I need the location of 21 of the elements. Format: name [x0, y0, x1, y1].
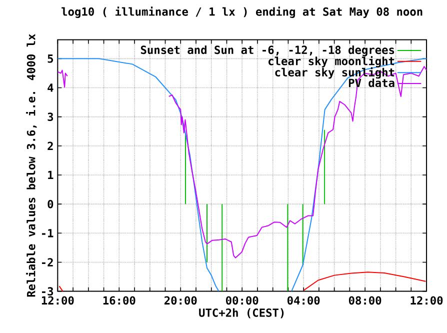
y-tick-label: -3 [42, 287, 54, 296]
y-tick-label: -1 [42, 229, 54, 238]
x-tick-label: 16:00 [103, 296, 136, 305]
x-tick-label: 00:00 [226, 296, 258, 305]
y-tick-label: 2 [48, 142, 53, 150]
y-tick-label: 0 [48, 200, 54, 208]
x-tick-label: 08:00 [348, 296, 382, 305]
x-tick-label: 12:00 [410, 296, 443, 305]
x-tick-label: 04:00 [287, 296, 320, 305]
y-tick-label: -2 [42, 258, 53, 266]
y-tick-label: 4 [48, 84, 54, 92]
legend-label: clear sky moonlight [268, 56, 394, 68]
legend-label: Sunset and Sun at -6, -12, -18 degrees [140, 45, 394, 56]
x-tick-label: 20:00 [164, 296, 197, 305]
y-tick-label: 3 [48, 112, 54, 122]
y-axis-title: Reliable values below 3.6, i.e. 4000 lx [26, 34, 37, 297]
x-axis-title: UTC+2h (CEST) [199, 308, 284, 318]
x-tick-label: 12:00 [42, 296, 74, 305]
y-tick-label: 1 [48, 170, 54, 180]
chart-title: log10 ( illuminance / 1 lx ) ending at Sat May 08 noon [62, 6, 422, 18]
y-tick-label: 5 [48, 54, 54, 63]
